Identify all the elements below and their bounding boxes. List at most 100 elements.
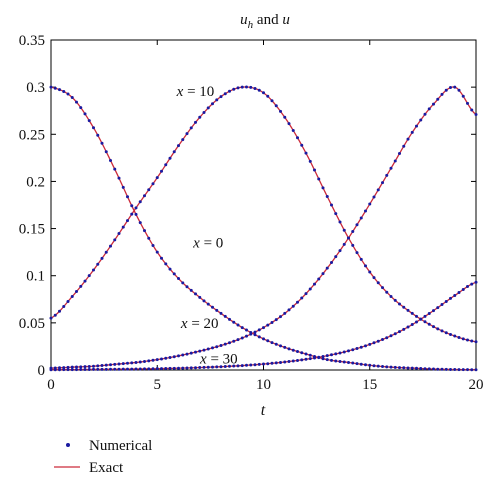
numerical-point bbox=[423, 320, 427, 324]
numerical-point bbox=[232, 364, 236, 368]
numerical-point bbox=[155, 367, 159, 371]
numerical-point bbox=[415, 124, 418, 128]
numerical-point bbox=[155, 358, 159, 362]
numerical-point bbox=[432, 367, 435, 371]
numerical-point bbox=[470, 368, 474, 372]
numerical-point bbox=[245, 363, 248, 367]
numerical-point bbox=[466, 285, 469, 289]
numerical-point bbox=[385, 365, 389, 369]
numerical-point bbox=[96, 133, 100, 137]
numerical-point bbox=[410, 323, 414, 327]
numerical-point bbox=[470, 282, 474, 286]
numerical-point bbox=[49, 368, 53, 372]
numerical-point bbox=[474, 112, 478, 116]
numerical-point bbox=[117, 176, 121, 180]
numerical-point bbox=[70, 368, 74, 372]
numerical-point bbox=[151, 358, 155, 362]
numerical-point bbox=[215, 308, 219, 312]
numerical-point bbox=[398, 302, 401, 306]
curve-label: x = 30 bbox=[199, 352, 238, 368]
numerical-point bbox=[121, 185, 125, 189]
numerical-point bbox=[172, 150, 176, 154]
numerical-point bbox=[432, 102, 435, 106]
numerical-point bbox=[121, 225, 125, 229]
numerical-point bbox=[58, 309, 61, 313]
numerical-point bbox=[347, 236, 350, 240]
numerical-point bbox=[457, 291, 461, 295]
numerical-point bbox=[206, 365, 210, 369]
numerical-point bbox=[376, 339, 380, 343]
numerical-point bbox=[253, 333, 257, 337]
numerical-point bbox=[457, 336, 461, 340]
numerical-point bbox=[406, 308, 410, 312]
numerical-point bbox=[444, 88, 448, 92]
numerical-point bbox=[134, 360, 138, 364]
numerical-point bbox=[113, 167, 117, 171]
numerical-point bbox=[389, 365, 393, 369]
legend: Numerical Exact bbox=[54, 438, 152, 476]
numerical-point bbox=[453, 85, 457, 89]
numerical-point bbox=[410, 366, 414, 370]
numerical-point bbox=[253, 86, 257, 90]
numerical-point bbox=[351, 348, 355, 352]
numerical-point bbox=[109, 363, 112, 367]
numerical-point bbox=[194, 292, 197, 296]
numerical-point bbox=[376, 188, 380, 192]
numerical-point bbox=[385, 173, 389, 177]
numerical-point bbox=[126, 219, 129, 223]
numerical-point bbox=[181, 366, 185, 370]
numerical-point bbox=[194, 120, 197, 124]
numerical-point bbox=[385, 336, 389, 340]
numerical-point bbox=[449, 296, 452, 300]
numerical-point bbox=[398, 366, 401, 370]
numerical-point bbox=[151, 367, 155, 371]
numerical-point bbox=[181, 353, 185, 357]
numerical-point bbox=[287, 122, 291, 126]
numerical-point bbox=[419, 118, 423, 122]
numerical-point bbox=[206, 302, 210, 306]
numerical-point bbox=[134, 212, 138, 216]
numerical-point bbox=[453, 334, 457, 338]
numerical-point bbox=[372, 364, 376, 368]
numerical-point bbox=[453, 294, 457, 298]
numerical-point bbox=[279, 109, 282, 113]
numerical-point bbox=[406, 325, 410, 329]
numerical-point bbox=[70, 365, 74, 369]
numerical-point bbox=[381, 286, 384, 290]
numerical-point bbox=[415, 314, 418, 318]
numerical-point bbox=[410, 311, 414, 315]
numerical-point bbox=[274, 342, 278, 346]
legend-exact-label: Exact bbox=[89, 460, 124, 476]
numerical-point bbox=[96, 367, 100, 371]
numerical-point bbox=[283, 345, 287, 349]
curve-label: x = 0 bbox=[192, 236, 223, 252]
numerical-point bbox=[245, 334, 248, 338]
numerical-point bbox=[87, 367, 91, 371]
y-tick-label: 0.2 bbox=[26, 174, 45, 190]
numerical-point bbox=[79, 106, 83, 110]
numerical-point bbox=[364, 209, 367, 213]
numerical-point bbox=[240, 336, 244, 340]
numerical-point bbox=[219, 311, 223, 315]
numerical-point bbox=[100, 364, 104, 368]
numerical-point bbox=[87, 119, 91, 123]
numerical-point bbox=[402, 305, 406, 309]
numerical-point bbox=[138, 221, 142, 225]
numerical-point bbox=[342, 350, 346, 354]
numerical-point bbox=[270, 361, 274, 365]
numerical-point bbox=[240, 85, 244, 89]
numerical-point bbox=[359, 216, 363, 220]
numerical-point bbox=[355, 223, 359, 227]
y-tick-label: 0.3 bbox=[26, 80, 45, 96]
numerical-point bbox=[436, 306, 440, 310]
numerical-point bbox=[160, 367, 163, 371]
legend-numerical-marker bbox=[66, 443, 70, 447]
numerical-point bbox=[279, 360, 282, 364]
numerical-point bbox=[232, 87, 236, 91]
numerical-point bbox=[436, 97, 440, 101]
numerical-point bbox=[185, 352, 189, 356]
numerical-point bbox=[334, 352, 338, 356]
numerical-point bbox=[270, 99, 274, 103]
numerical-point bbox=[215, 365, 219, 369]
